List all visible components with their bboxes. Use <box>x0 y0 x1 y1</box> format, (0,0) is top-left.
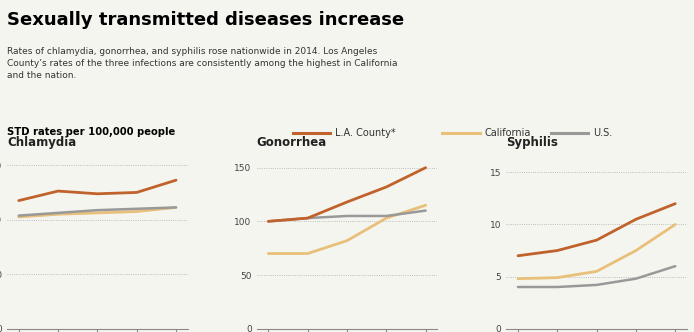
Text: STD rates per 100,000 people: STD rates per 100,000 people <box>7 127 175 137</box>
Text: Gonorrhea: Gonorrhea <box>257 136 327 149</box>
Text: L.A. County*: L.A. County* <box>335 128 396 138</box>
Text: Syphilis: Syphilis <box>506 136 558 149</box>
Text: California: California <box>484 128 531 138</box>
Text: Rates of chlamydia, gonorrhea, and syphilis rose nationwide in 2014. Los Angeles: Rates of chlamydia, gonorrhea, and syphi… <box>7 47 398 80</box>
Text: Chlamydia: Chlamydia <box>7 136 76 149</box>
Text: U.S.: U.S. <box>593 128 612 138</box>
Text: Sexually transmitted diseases increase: Sexually transmitted diseases increase <box>7 11 404 29</box>
